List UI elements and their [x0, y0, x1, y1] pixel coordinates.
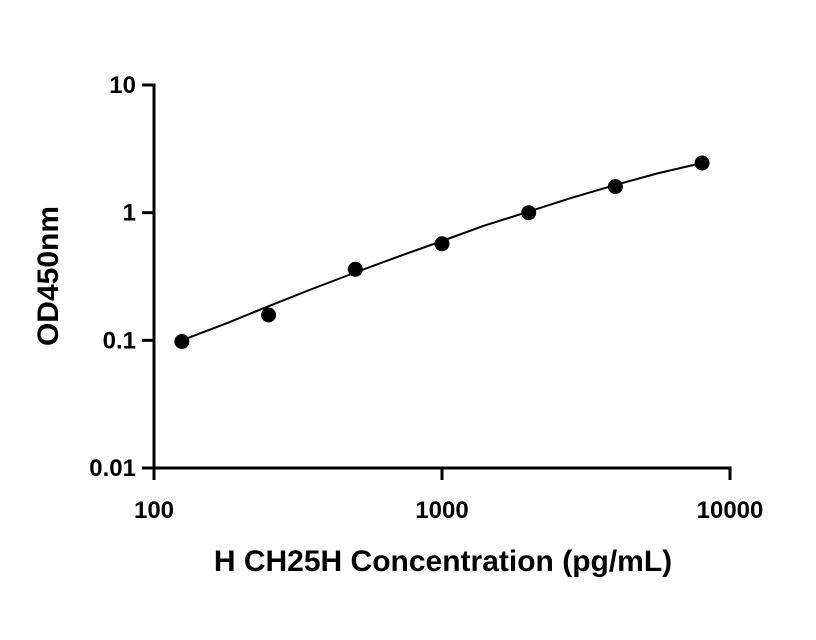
x-tick-label: 100: [134, 497, 174, 524]
y-tick-label: 10: [109, 72, 136, 99]
y-axis-ticks: 0.01 0.1 1 10: [89, 72, 154, 482]
y-axis-title: OD450nm: [32, 206, 65, 346]
data-point: [434, 236, 450, 252]
fit-curve-line: [181, 162, 703, 342]
data-point: [174, 334, 190, 349]
data-point: [261, 307, 277, 323]
data-point: [607, 179, 623, 195]
y-tick-label: 1: [123, 200, 136, 227]
y-tick-label: 0.1: [103, 327, 136, 354]
x-tick-label: 10000: [697, 497, 764, 524]
data-point: [521, 205, 537, 221]
data-points: [174, 155, 710, 349]
x-axis-title: H CH25H Concentration (pg/mL): [214, 545, 672, 578]
x-axis-ticks: 100 1000 10000: [134, 468, 763, 524]
y-tick-label: 0.01: [89, 455, 136, 482]
data-point: [347, 261, 363, 277]
plot-area: 0.01 0.1 1 10 100 1000 10000: [89, 72, 763, 524]
x-tick-label: 1000: [415, 497, 468, 524]
data-point: [694, 155, 710, 171]
